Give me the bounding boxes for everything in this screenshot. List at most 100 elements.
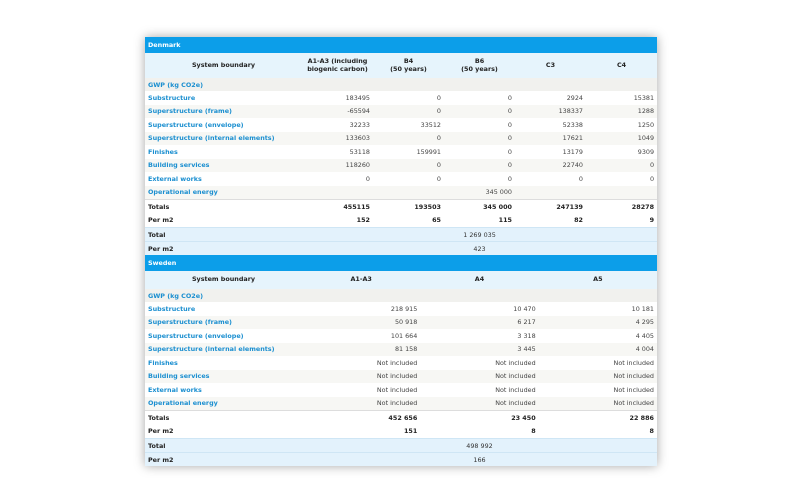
- table-row: Superstructure (frame) 50 918 6 217 4 295: [145, 315, 657, 329]
- row-value: 101 664: [390, 331, 418, 340]
- column-header: A5: [538, 271, 657, 289]
- row-label: Substructure: [148, 304, 196, 313]
- country-header: Denmark: [145, 37, 658, 53]
- row-value: 13179: [562, 147, 583, 156]
- row-value: 33512: [420, 120, 441, 129]
- table-row: Finishes 53118 159991 0 13179 9309: [145, 145, 657, 159]
- per_m2-row: Per m2 151 8 8: [145, 425, 657, 439]
- row-value: Not included: [613, 385, 654, 394]
- row-label: Operational energy: [145, 185, 302, 200]
- totals-label: Totals: [148, 202, 170, 211]
- row-value: 0: [507, 93, 512, 102]
- row-value: 218 915: [390, 304, 418, 313]
- row-value: [586, 185, 658, 200]
- column-header-line: System boundary: [191, 275, 256, 284]
- row-value: 52338: [562, 120, 583, 129]
- sweden-table: Sweden System boundary A1-A3 A4 A5 GWP (kg CO…: [145, 255, 657, 466]
- table-row: Superstructure (envelope) 32233 33512 0 5233…: [145, 118, 657, 132]
- table-row: Building services Not included Not include…: [145, 369, 657, 383]
- row-value: Not included: [302, 396, 421, 411]
- column-header-row: System boundary A1-A3 A4 A5: [145, 271, 657, 289]
- column-header-line: C3: [545, 60, 556, 69]
- column-header-line: A1-A3: [350, 275, 372, 284]
- column-header-line: B6: [474, 57, 485, 65]
- row-value: 4 004: [538, 342, 657, 356]
- row-value: 0: [578, 174, 583, 183]
- per_m2-row: Per m2 152 65 115 82 9: [145, 214, 657, 228]
- totals-value: 247139: [556, 202, 583, 211]
- column-header-line: B4: [403, 57, 414, 65]
- grand_per_m2-label: Per m2: [145, 241, 302, 255]
- row-label: Operational energy: [145, 396, 302, 411]
- table-row: External works Not included Not included No…: [145, 383, 657, 397]
- row-value: 22740: [515, 158, 586, 172]
- column-header-line: A5: [593, 275, 603, 284]
- grand_per_m2-label: Per m2: [145, 452, 302, 466]
- row-value: Not included: [376, 385, 418, 394]
- column-header-line: A1-A3 (including: [307, 57, 368, 65]
- row-value: 0: [373, 131, 444, 145]
- row-value: 10 470: [513, 304, 536, 313]
- totals-value: 22 886: [629, 413, 654, 422]
- country-title: Denmark: [145, 37, 658, 53]
- row-label: Finishes: [148, 358, 178, 367]
- row-value: 0: [649, 174, 655, 183]
- column-header: A1-A3: [302, 271, 421, 289]
- row-value: 3 318: [517, 331, 536, 340]
- results-panel: Denmark System boundary A1-A3 (including bi…: [145, 37, 658, 466]
- row-value: Not included: [538, 396, 657, 411]
- row-value: 0: [365, 174, 370, 183]
- row-value: [373, 185, 444, 200]
- grand_per_m2-row: Per m2 423: [145, 241, 658, 255]
- totals-row: Totals 452 656 23 450 22 886: [145, 411, 657, 425]
- row-label: Superstructure (internal elements): [145, 342, 302, 356]
- column-header-line: System boundary: [191, 60, 256, 69]
- row-value: 50 918: [302, 315, 421, 329]
- row-value: 0: [444, 158, 515, 172]
- row-label: Building services: [145, 158, 302, 172]
- row-label: Building services: [145, 369, 302, 383]
- row-value: -65594: [302, 104, 373, 118]
- per_m2-value: 115: [498, 216, 512, 225]
- row-value: 345 000: [444, 185, 515, 200]
- row-value: 133603: [302, 131, 373, 145]
- per_m2-value: 8: [531, 427, 536, 436]
- per_m2-value: 9: [649, 216, 655, 225]
- country-title: Sweden: [145, 255, 657, 271]
- row-value: [515, 185, 586, 200]
- totals-label: Totals: [148, 413, 170, 422]
- row-value: 4 405: [635, 331, 654, 340]
- row-value: 159991: [416, 147, 441, 156]
- column-header-line: (50 years): [461, 64, 498, 73]
- row-value: 0: [507, 174, 512, 183]
- table-row: Substructure 218 915 10 470 10 181: [145, 302, 657, 316]
- row-value: 32233: [349, 120, 370, 129]
- totals-value: 23 450: [511, 413, 536, 422]
- table-row: Superstructure (internal elements) 81 158…: [145, 342, 657, 356]
- column-header-line: biogenic carbon): [307, 64, 368, 73]
- totals-value: 345 000: [483, 202, 512, 211]
- column-header: System boundary: [145, 271, 302, 289]
- row-value: Not included: [420, 369, 539, 383]
- row-value: 0: [507, 147, 512, 156]
- per_m2-label: Per m2: [148, 427, 174, 436]
- totals-value: 452 656: [388, 413, 418, 422]
- column-header: System boundary: [145, 53, 302, 78]
- row-value: 0: [444, 104, 515, 118]
- column-header: C3: [515, 53, 586, 78]
- row-value: 53118: [349, 147, 370, 156]
- row-label: Finishes: [148, 147, 178, 156]
- row-label: Superstructure (frame): [145, 104, 302, 118]
- row-label: Substructure: [148, 93, 196, 102]
- grand_total-row: Total 498 992: [145, 438, 657, 453]
- column-header: B6 (50 years): [444, 53, 515, 78]
- table-row: Building services 118260 0 0 22740 0: [145, 158, 658, 172]
- row-value: 6 217: [420, 315, 539, 329]
- row-value: 17621: [515, 131, 586, 145]
- row-value: Not included: [376, 358, 418, 367]
- row-value: 2924: [566, 93, 583, 102]
- gwp-row: GWP (kg CO2e): [145, 78, 658, 91]
- grand_total-value: 1 269 035: [302, 227, 658, 242]
- column-header-row: System boundary A1-A3 (including biogenic …: [145, 53, 658, 78]
- row-value: 10 181: [631, 304, 654, 313]
